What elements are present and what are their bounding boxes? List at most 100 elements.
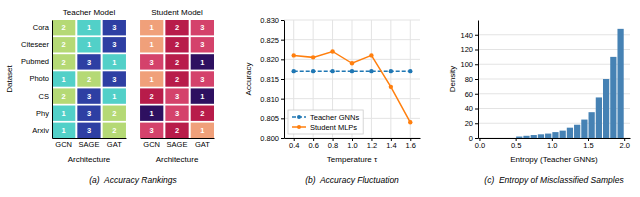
- cell: [191, 88, 214, 103]
- tick-mark: [475, 109, 478, 110]
- cell: [77, 106, 100, 121]
- data-label: 1: [150, 75, 154, 84]
- point: [311, 69, 315, 73]
- data-label: 2: [175, 126, 179, 135]
- legend: Teacher GNNsStudent MLPs: [288, 110, 363, 134]
- axis: CoraCiteseerPubmedPhotoCSPhyArxiv: [21, 21, 52, 139]
- tick: SAGE: [167, 138, 188, 149]
- panel: 0.00.51.01.52.0020406080100120140: [460, 21, 630, 151]
- data-label: 1: [87, 23, 91, 32]
- data-label: 3: [112, 40, 116, 49]
- tick-label: 0.810: [260, 95, 279, 104]
- tick-label: 60: [465, 90, 473, 99]
- cell: [165, 71, 188, 86]
- data-label: 1: [200, 58, 204, 67]
- cell: [140, 88, 163, 103]
- cell: [103, 88, 126, 103]
- tick: 0.805: [260, 114, 284, 123]
- tick-label: Citeseer: [21, 40, 49, 49]
- tick-mark: [281, 40, 284, 41]
- cell: [77, 54, 100, 69]
- cell: [52, 20, 75, 35]
- axis-line: [141, 138, 215, 139]
- cell: [165, 54, 188, 69]
- cell: [140, 71, 163, 86]
- tick-label: 140: [460, 31, 473, 40]
- tick: CS: [39, 92, 52, 101]
- axis: 020406080100120140: [460, 21, 478, 143]
- tick: 0.825: [260, 36, 284, 45]
- cell: [165, 123, 188, 138]
- data-label: 2: [175, 40, 179, 49]
- axis: 0.00.51.01.52.0: [475, 138, 631, 150]
- point: [292, 69, 296, 73]
- axis-title: Accuracy: [244, 63, 253, 96]
- data-label: 1: [87, 40, 91, 49]
- tick-label: 1.0: [547, 141, 557, 150]
- tick-mark: [475, 50, 478, 51]
- tick: Arxiv: [32, 126, 52, 135]
- cell: [165, 106, 188, 121]
- tick: 0.815: [260, 75, 284, 84]
- tick-mark: [475, 94, 478, 95]
- tick-label: Cora: [33, 23, 50, 32]
- bar: [523, 136, 529, 138]
- axis: 0.40.60.81.01.21.41.6: [285, 138, 421, 150]
- tick: 1.0: [547, 138, 557, 150]
- cell: [52, 106, 75, 121]
- tick: 0: [469, 134, 478, 143]
- data-label: 3: [87, 126, 91, 135]
- data-label: 2: [150, 92, 154, 101]
- data-label: 1: [62, 75, 66, 84]
- tick-label: 0.825: [260, 36, 279, 45]
- tick-label: 20: [465, 119, 473, 128]
- tick-label: 0.830: [260, 16, 279, 25]
- axis: GCNSAGEGAT: [53, 138, 127, 149]
- data-label: 2: [62, 92, 66, 101]
- data-label: 2: [112, 109, 116, 118]
- tick-label: 0.4: [289, 141, 299, 150]
- data-label: 3: [200, 40, 204, 49]
- cell: [191, 123, 214, 138]
- cell: [52, 88, 75, 103]
- point: [292, 53, 296, 57]
- tick-mark: [475, 64, 478, 65]
- tick-label: 0.815: [260, 75, 279, 84]
- tick: 0.6: [308, 138, 318, 150]
- data-label: 1: [62, 126, 66, 135]
- tick-mark: [475, 138, 478, 139]
- tick: Cora: [33, 23, 52, 32]
- cell: [165, 20, 188, 35]
- tick-label: Phy: [36, 109, 49, 118]
- bar: [560, 131, 566, 138]
- tick: 80: [465, 75, 478, 84]
- data-label: 2: [87, 75, 91, 84]
- bars: [516, 29, 624, 138]
- caption: (a) Accuracy Rankings: [89, 175, 177, 185]
- bar: [610, 57, 616, 138]
- cell: [103, 123, 126, 138]
- tick-label: 100: [460, 60, 473, 69]
- tick-label: 1.2: [367, 141, 377, 150]
- cell: [103, 54, 126, 69]
- tick-label: 0.820: [260, 55, 279, 64]
- data-label: 2: [62, 40, 66, 49]
- tick-mark: [475, 123, 478, 124]
- bar: [509, 138, 515, 139]
- data-label: 1: [62, 109, 66, 118]
- data-label: 1: [112, 58, 116, 67]
- legend-swatch: [297, 125, 301, 129]
- legend-label: Student MLPs: [310, 123, 357, 132]
- tick: 140: [460, 31, 478, 40]
- tick-label: 1.5: [583, 141, 593, 150]
- data-label: 2: [200, 109, 204, 118]
- bar: [589, 112, 595, 138]
- axis-title: Dataset: [5, 64, 14, 92]
- data-label: 2: [62, 23, 66, 32]
- bar: [480, 138, 486, 139]
- data-label: 3: [200, 75, 204, 84]
- tick-label: GCN: [143, 140, 160, 149]
- tick-label: 2.0: [619, 141, 629, 150]
- tick-label: SAGE: [167, 140, 188, 149]
- legend-box: [288, 110, 363, 134]
